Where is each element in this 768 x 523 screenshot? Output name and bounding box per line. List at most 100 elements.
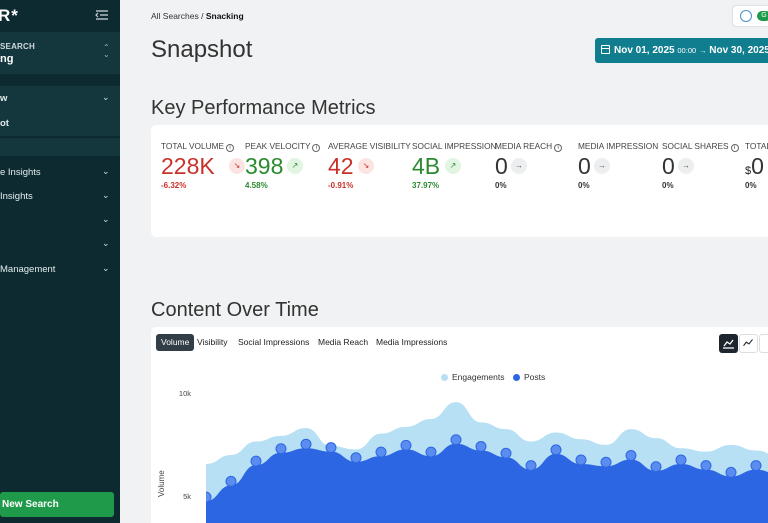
- data-point[interactable]: [675, 454, 687, 466]
- metric-social-shares: SOCIAL SHARES i 0 → 0%: [662, 139, 746, 199]
- data-point[interactable]: [700, 460, 712, 472]
- info-icon[interactable]: i: [226, 144, 235, 152]
- sidebar-item-snapshot[interactable]: ot: [0, 114, 120, 134]
- data-point[interactable]: [225, 475, 237, 487]
- info-icon[interactable]: i: [312, 144, 321, 152]
- tab-visibility[interactable]: Visibility: [197, 337, 228, 347]
- data-point[interactable]: [575, 454, 587, 466]
- data-point[interactable]: [550, 444, 562, 456]
- metric-total-value: TOTAL $0 0%: [745, 139, 768, 199]
- data-point[interactable]: [350, 452, 362, 464]
- metric-change: 4.58%: [245, 181, 268, 190]
- metric-value: 42: [328, 153, 354, 179]
- trend-flat-icon: →: [678, 158, 694, 174]
- legend-engagements[interactable]: Engagements: [441, 372, 504, 382]
- tab-media-impressions[interactable]: Media Impressions: [376, 337, 448, 347]
- updown-chevron-icon: ⌃ ⌄: [103, 43, 110, 59]
- trend-down-icon: ↘: [229, 158, 245, 174]
- chevron-down-icon: ⌄: [102, 238, 110, 248]
- data-point[interactable]: [250, 455, 262, 467]
- data-point[interactable]: [300, 438, 312, 450]
- data-point[interactable]: [206, 491, 212, 503]
- data-point[interactable]: [375, 446, 387, 458]
- new-search-button[interactable]: New Search: [0, 492, 114, 517]
- legend-posts[interactable]: Posts: [513, 372, 545, 382]
- data-point[interactable]: [425, 446, 437, 458]
- breadcrumb-root[interactable]: All Searches: [151, 11, 199, 21]
- content-card: Volume Visibility Social Impressions Med…: [151, 327, 768, 523]
- trend-down-icon: ↘: [358, 158, 374, 174]
- area-chart-icon[interactable]: [719, 334, 738, 353]
- page-title: Snapshot: [151, 36, 253, 63]
- data-point[interactable]: [650, 461, 662, 473]
- sidebar-item-management[interactable]: Management ⌄: [0, 260, 120, 280]
- date-start: Nov 01, 2025: [614, 45, 675, 56]
- metric-change: 37.97%: [412, 181, 440, 190]
- data-point[interactable]: [625, 450, 637, 461]
- metric-label: SOCIAL SHARES i: [662, 141, 746, 152]
- metric-change: -0.91%: [328, 181, 354, 190]
- sidebar-item-overview[interactable]: w ⌄: [0, 89, 120, 109]
- metric-label: MEDIA IMPRESSIONS: [578, 141, 658, 151]
- metric-value: 0: [578, 153, 591, 179]
- new-search-label: New Search: [2, 499, 59, 510]
- calendar-icon: [601, 45, 610, 54]
- data-point[interactable]: [275, 443, 287, 455]
- y-axis-label: Volume: [157, 470, 166, 497]
- bar-chart-icon[interactable]: [759, 334, 768, 353]
- info-icon[interactable]: i: [730, 144, 739, 152]
- metric-change: 0%: [495, 181, 507, 190]
- chevron-down-icon: ⌄: [102, 263, 110, 273]
- metric-change: 0%: [578, 181, 590, 190]
- metric-value: 228K: [161, 153, 215, 179]
- metric-peak-velocity: PEAK VELOCITY i 398 ↗ 4.58%: [245, 139, 329, 199]
- account-pill[interactable]: G: [733, 6, 768, 26]
- metric-label: PEAK VELOCITY i: [245, 141, 329, 152]
- collapse-sidebar-icon[interactable]: [95, 9, 109, 21]
- breadcrumb: All Searches / Snacking: [151, 11, 244, 21]
- date-range-button[interactable]: Nov 01, 2025 00:00 → Nov 30, 2025 23: [595, 38, 768, 63]
- trend-up-icon: ↗: [445, 158, 461, 174]
- chevron-down-icon: ⌄: [102, 214, 110, 224]
- globe-icon: [740, 10, 752, 22]
- sidebar-item-collapsed-a[interactable]: ⌄: [0, 211, 120, 231]
- account-badge: G: [757, 11, 768, 21]
- search-selector[interactable]: SEARCH ng ⌃ ⌄: [0, 32, 120, 74]
- info-icon[interactable]: i: [554, 144, 563, 152]
- nav-group-overview: [0, 86, 120, 136]
- metric-label: MEDIA REACH i: [495, 141, 579, 152]
- metric-label: AVERAGE VISIBILITYi: [328, 141, 412, 152]
- line-chart-icon[interactable]: [739, 334, 758, 353]
- metric-label: TOTAL VOLUME i: [161, 141, 245, 152]
- metric-change: 0%: [745, 181, 757, 190]
- data-point[interactable]: [325, 442, 337, 454]
- tab-volume[interactable]: Volume: [156, 334, 195, 351]
- sidebar-item-label: e Insights: [0, 167, 41, 178]
- metrics-card: TOTAL VOLUME i 228K ↘ -6.32% PEAK VELOCIT…: [151, 125, 768, 237]
- data-point[interactable]: [725, 466, 737, 478]
- series-area-posts: [206, 443, 768, 523]
- data-point[interactable]: [500, 447, 512, 459]
- kpi-section-title: Key Performance Metrics: [151, 97, 376, 119]
- data-point[interactable]: [400, 439, 412, 451]
- metric-label: TOTAL: [745, 141, 768, 151]
- sidebar-item-collapsed-b[interactable]: ⌄: [0, 235, 120, 255]
- sidebar-item-insights-b[interactable]: Insights ⌄: [0, 187, 120, 207]
- chevron-down-icon: ⌄: [102, 92, 110, 102]
- volume-area-chart: [206, 402, 768, 523]
- data-point[interactable]: [750, 460, 762, 472]
- metric-media-impressions: MEDIA IMPRESSIONS 0 → 0%: [578, 139, 662, 199]
- tab-media-reach[interactable]: Media Reach: [318, 337, 369, 347]
- metric-social-impressions: SOCIAL IMPRESSIONS 4B ↗ 37.97%: [412, 139, 496, 199]
- sidebar-item-label: w: [0, 93, 8, 104]
- metric-value: $0: [745, 153, 764, 179]
- data-point[interactable]: [450, 434, 462, 446]
- sidebar-item-label: Insights: [0, 191, 33, 202]
- legend-dot: [441, 374, 448, 381]
- metric-label: SOCIAL IMPRESSIONS: [412, 141, 496, 151]
- sidebar-item-insights-a[interactable]: e Insights ⌄: [0, 163, 120, 183]
- tab-social-impressions[interactable]: Social Impressions: [238, 337, 310, 347]
- data-point[interactable]: [525, 460, 537, 472]
- data-point[interactable]: [600, 456, 612, 468]
- data-point[interactable]: [475, 441, 487, 452]
